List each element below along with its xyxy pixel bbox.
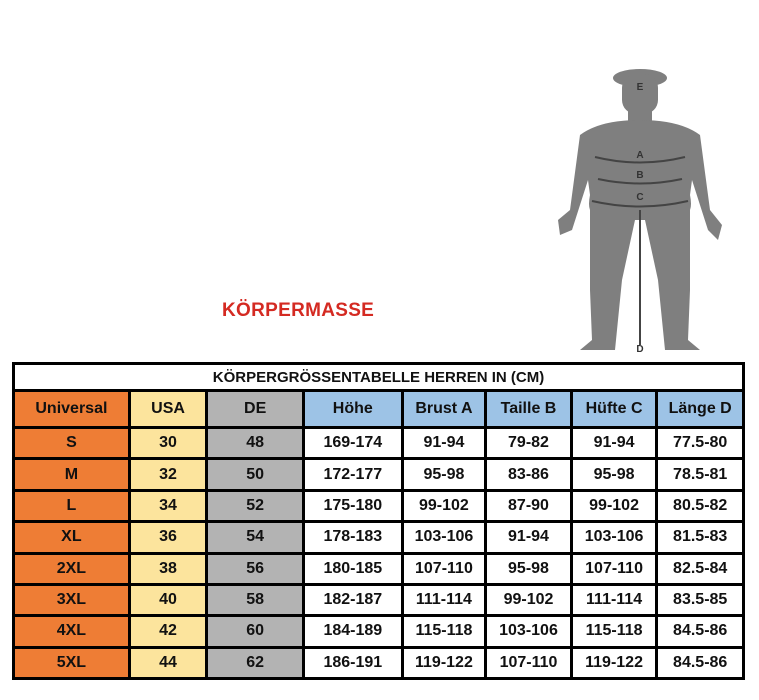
table-cell: 44 [130, 648, 206, 677]
table-cell: 84.5-86 [658, 617, 742, 646]
label-b: B [636, 170, 643, 181]
table-row: 5XL 44 62 186-191 119-122 107-110 119-122 84.5-… [15, 648, 742, 677]
table-cell: 184-189 [304, 617, 401, 646]
table-cell: 82.5-84 [658, 554, 742, 583]
table-cell: 83.5-85 [658, 585, 742, 615]
column-header: Länge D [658, 392, 742, 426]
table-cell: 32 [130, 460, 206, 489]
table-cell: 95-98 [572, 460, 656, 489]
table-row: 2XL 38 56 180-185 107-110 95-98 107-110 82.5-84 [15, 554, 742, 583]
table-cell: 95-98 [487, 554, 570, 583]
table-cell: 84.5-86 [658, 648, 742, 677]
table-cell: 172-177 [304, 460, 401, 489]
table-cell: 38 [130, 554, 206, 583]
table-cell: 182-187 [304, 585, 401, 615]
size-table: KÖRPERGRÖSSENTABELLE HERREN IN (CM) Univ… [12, 362, 745, 680]
table-cell: 54 [208, 523, 302, 552]
table-cell: 34 [130, 491, 206, 521]
table-cell: 4XL [15, 617, 128, 646]
table-cell: 91-94 [572, 429, 656, 458]
table-cell: M [15, 460, 128, 489]
table-cell: 169-174 [304, 429, 401, 458]
table-cell: 111-114 [572, 585, 656, 615]
table-cell: 48 [208, 429, 302, 458]
table-cell: 58 [208, 585, 302, 615]
table-cell: 50 [208, 460, 302, 489]
table-cell: 40 [130, 585, 206, 615]
body-measurement-figure: E A B C D [558, 69, 722, 355]
table-row: M 32 50 172-177 95-98 83-86 95-98 78.5-81 [15, 460, 742, 489]
table-cell: 103-106 [572, 523, 656, 552]
table-cell: 99-102 [572, 491, 656, 521]
table-row: L 34 52 175-180 99-102 87-90 99-102 80.5-82 [15, 491, 742, 521]
table-cell: 42 [130, 617, 206, 646]
table-cell: 56 [208, 554, 302, 583]
table-cell: 103-106 [403, 523, 485, 552]
table-cell: 60 [208, 617, 302, 646]
table-cell: 99-102 [487, 585, 570, 615]
column-header: Brust A [403, 392, 485, 426]
table-cell: 30 [130, 429, 206, 458]
table-cell: 79-82 [487, 429, 570, 458]
page-heading: KÖRPERMASSE [222, 300, 375, 321]
table-cell: 95-98 [403, 460, 485, 489]
table-cell: L [15, 491, 128, 521]
table-cell: 3XL [15, 585, 128, 615]
table-cell: 62 [208, 648, 302, 677]
table-cell: XL [15, 523, 128, 552]
table-cell: 78.5-81 [658, 460, 742, 489]
table-cell: 81.5-83 [658, 523, 742, 552]
label-a: A [636, 150, 643, 161]
table-row: XL 36 54 178-183 103-106 91-94 103-106 81.5-83 [15, 523, 742, 552]
table-cell: S [15, 429, 128, 458]
table-cell: 103-106 [487, 617, 570, 646]
column-header: Taille B [487, 392, 570, 426]
table-cell: 36 [130, 523, 206, 552]
column-header: Höhe [304, 392, 401, 426]
table-cell: 119-122 [572, 648, 656, 677]
column-header: DE [208, 392, 302, 426]
table-cell: 119-122 [403, 648, 485, 677]
table-row: 3XL 40 58 182-187 111-114 99-102 111-114 83.5-8… [15, 585, 742, 615]
table-cell: 178-183 [304, 523, 401, 552]
table-cell: 83-86 [487, 460, 570, 489]
table-cell: 2XL [15, 554, 128, 583]
label-d: D [636, 344, 643, 355]
table-cell: 186-191 [304, 648, 401, 677]
table-cell: 107-110 [572, 554, 656, 583]
table-cell: 175-180 [304, 491, 401, 521]
table-cell: 107-110 [403, 554, 485, 583]
table-cell: 99-102 [403, 491, 485, 521]
column-header: Hüfte C [572, 392, 656, 426]
table-row: 4XL 42 60 184-189 115-118 103-106 115-118 84.5-… [15, 617, 742, 646]
label-e: E [637, 82, 644, 93]
table-row: S 30 48 169-174 91-94 79-82 91-94 77.5-80 [15, 429, 742, 458]
table-cell: 111-114 [403, 585, 485, 615]
column-header: Universal [15, 392, 128, 426]
table-cell: 77.5-80 [658, 429, 742, 458]
table-cell: 5XL [15, 648, 128, 677]
table-cell: 87-90 [487, 491, 570, 521]
table-cell: 115-118 [403, 617, 485, 646]
label-c: C [636, 192, 643, 203]
table-cell: 52 [208, 491, 302, 521]
table-cell: 91-94 [487, 523, 570, 552]
table-cell: 180-185 [304, 554, 401, 583]
column-header: USA [130, 392, 206, 426]
table-cell: 91-94 [403, 429, 485, 458]
table-cell: 80.5-82 [658, 491, 742, 521]
table-cell: 107-110 [487, 648, 570, 677]
table-caption: KÖRPERGRÖSSENTABELLE HERREN IN (CM) [15, 365, 742, 389]
table-cell: 115-118 [572, 617, 656, 646]
